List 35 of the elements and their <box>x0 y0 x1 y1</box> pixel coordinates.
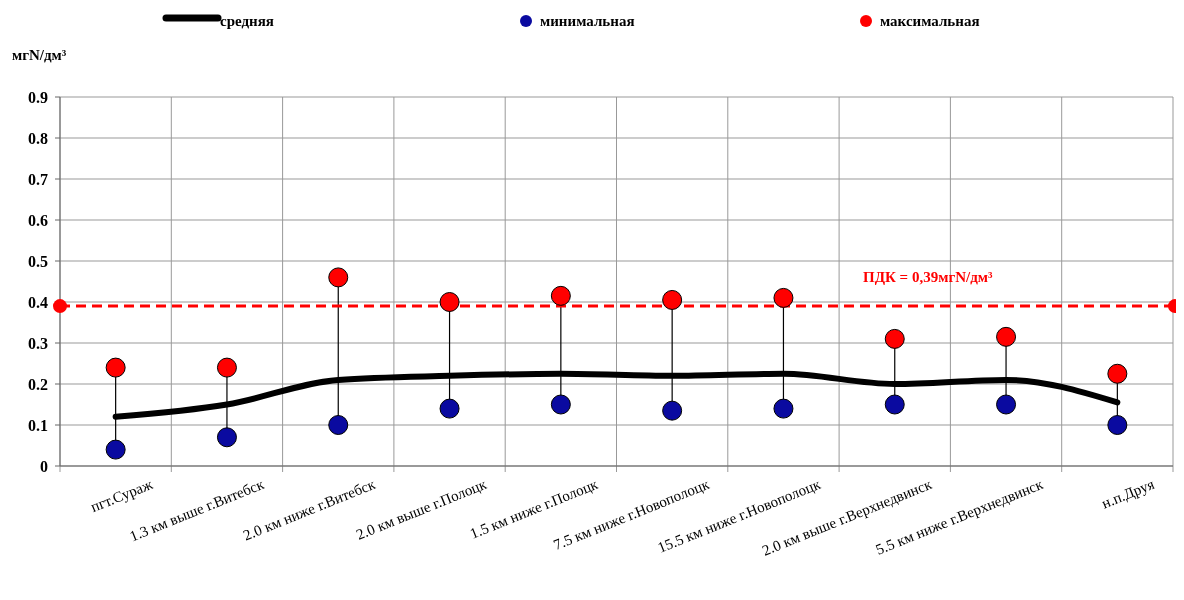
point <box>105 357 126 378</box>
point <box>328 415 349 435</box>
y-tick-label: 0.3 <box>28 334 48 352</box>
point <box>550 285 571 306</box>
point <box>884 328 905 349</box>
y-tick-label: 0.6 <box>28 211 48 229</box>
ref-line-label: ПДК = 0,39мгN/дм³ <box>863 269 993 286</box>
legend-label: минимальная <box>540 13 635 29</box>
y-tick-label: 0.8 <box>28 129 48 147</box>
point <box>216 427 237 448</box>
y-tick-label: 0.2 <box>28 375 48 393</box>
point <box>439 398 460 419</box>
point <box>1107 415 1128 435</box>
point <box>996 394 1017 415</box>
point <box>996 326 1017 347</box>
point <box>439 292 460 312</box>
point <box>328 267 349 288</box>
y-tick-label: 0 <box>40 457 48 475</box>
y-axis-title: мгN/дм³ <box>12 47 67 63</box>
point <box>773 398 794 419</box>
y-tick-label: 0.1 <box>28 416 48 434</box>
point <box>105 439 126 460</box>
point <box>662 289 683 310</box>
point <box>550 394 571 415</box>
point <box>773 287 794 308</box>
point <box>1107 363 1128 384</box>
point <box>884 394 905 415</box>
y-tick-label: 0.7 <box>28 170 48 188</box>
y-tick-label: 0.5 <box>28 252 48 270</box>
point <box>216 357 237 378</box>
point <box>662 400 683 421</box>
y-tick-label: 0.9 <box>28 88 48 106</box>
y-tick-label: 0.4 <box>28 293 48 311</box>
legend-label: средняя <box>220 13 274 29</box>
legend-label: максимальная <box>880 13 980 29</box>
